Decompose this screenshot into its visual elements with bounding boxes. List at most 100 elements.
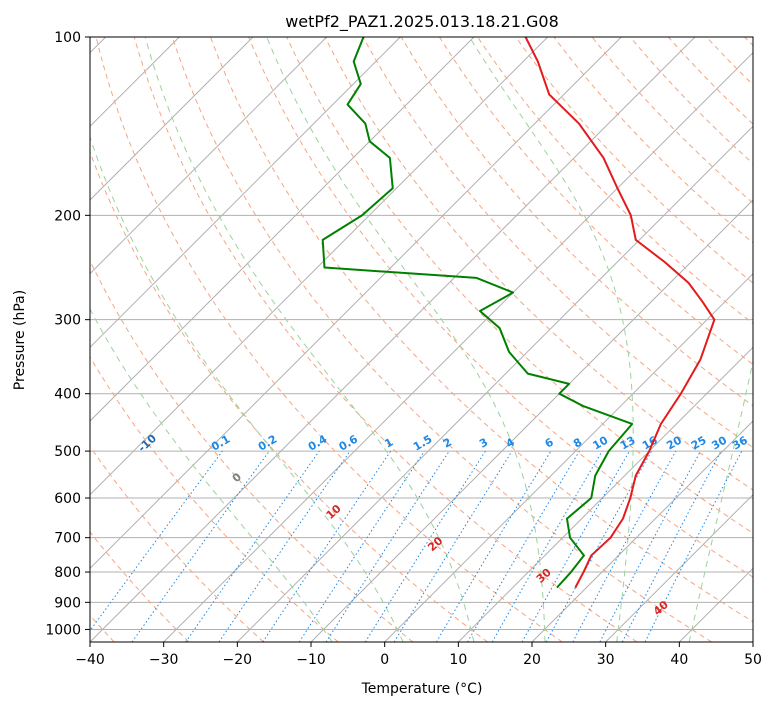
x-tick-label: 30 [597, 652, 615, 668]
mixing-ratio-line [572, 450, 677, 642]
dry-adiabat-line [210, 37, 753, 623]
isotherm-line [678, 567, 753, 642]
mixing-ratio-line [491, 450, 603, 642]
isotherm-line [90, 37, 622, 570]
moist-adiabat-line [266, 37, 546, 642]
plot-area: 0.10.20.40.611.52346810131620253036-100-… [45, 30, 775, 668]
mixing-ratio-line [364, 450, 486, 642]
isotherm-line [90, 37, 328, 275]
isotherm-line [531, 420, 753, 642]
mixing-ratio-line [545, 450, 653, 642]
dry-adiabat-line [133, 37, 638, 642]
isotherm-line [236, 125, 753, 642]
mixing-ratio-label: 30 [709, 433, 729, 452]
isotherm-line [90, 37, 696, 642]
x-tick-label: −10 [296, 652, 326, 668]
moist-adiabat-line [144, 37, 475, 642]
dry-adiabat-label: 30 [534, 566, 554, 586]
y-tick-label: 900 [54, 595, 81, 611]
mixing-ratio-label: 25 [689, 434, 709, 453]
moist-adiabat-line [762, 37, 775, 642]
dry-adiabat-line [668, 37, 753, 125]
mixing-ratio-label: 0.2 [256, 433, 279, 454]
mixing-ratio-label: 20 [664, 433, 684, 452]
isotherm-line [457, 346, 753, 642]
dry-adiabat-line [248, 37, 753, 578]
y-tick-label: 500 [54, 444, 81, 460]
x-tick-label: 40 [670, 652, 688, 668]
mixing-ratio-line [467, 450, 580, 642]
isotherm-line [163, 51, 753, 642]
moist-adiabat-line [90, 308, 333, 642]
mixing-ratio-line [393, 450, 513, 642]
dry-adiabat-line [90, 150, 488, 642]
moist-adiabat-line [469, 37, 634, 642]
dry-adiabat-line [324, 37, 753, 491]
dry-adiabat-line [95, 37, 563, 642]
dry-adiabat-line [362, 37, 753, 449]
x-tick-label: 20 [523, 652, 541, 668]
y-tick-label: 800 [54, 565, 81, 581]
mixing-ratio-line [218, 450, 351, 642]
mixing-ratio-label: 8 [571, 436, 584, 451]
dry-adiabat-line [477, 37, 753, 325]
x-tick-label: 0 [380, 652, 389, 668]
x-tick-label: 50 [744, 652, 762, 668]
y-axis-label: Pressure (hPa) [12, 290, 28, 390]
isotherm-line [384, 272, 753, 642]
dry-adiabat-line [90, 445, 264, 642]
isotherm-line [310, 199, 753, 642]
mixing-ratio-line [599, 450, 701, 642]
moist-adiabat-line [90, 135, 404, 642]
mixing-ratio-line [262, 450, 392, 642]
x-axis-label: Temperature (°C) [361, 681, 483, 697]
chart-title: wetPf2_PAZ1.2025.013.18.21.G08 [285, 12, 559, 32]
isotherm-line [605, 493, 753, 642]
isotherm-line [90, 37, 401, 349]
isotherm-line [90, 37, 475, 422]
mixing-ratio-label: 1.5 [411, 433, 434, 454]
y-tick-label: 600 [54, 491, 81, 507]
y-tick-label: 200 [54, 208, 81, 224]
temperature-profile-line [524, 37, 716, 589]
mixing-ratio-label: 3 [477, 436, 490, 451]
mixing-ratio-label: 0.6 [337, 432, 361, 453]
dry-adiabat-label: 40 [651, 598, 671, 618]
dry-adiabat-line [400, 37, 753, 407]
dry-adiabat-line [553, 37, 753, 244]
mixing-ratio-line [90, 450, 223, 632]
dry-adiabat-line [439, 37, 753, 366]
dry-adiabat-line [286, 37, 753, 534]
dry-adiabat-label: 20 [425, 534, 445, 554]
mixing-ratio-line [325, 450, 450, 642]
dry-adiabat-line [591, 37, 753, 204]
dry-adiabat-line [90, 531, 190, 642]
dry-adiabat-line [90, 259, 414, 642]
mixing-ratio-label: 0.4 [306, 432, 330, 453]
mixing-ratio-line [131, 450, 270, 642]
isotherm-line [90, 37, 254, 201]
y-tick-label: 100 [54, 30, 81, 46]
dry-adiabat-line [744, 37, 753, 47]
dry-adiabat-line [515, 37, 753, 284]
mixing-ratio-label: 36 [730, 433, 750, 452]
x-tick-label: −20 [223, 652, 253, 668]
dewpoint-profile-line [321, 37, 634, 589]
plot-frame [89, 36, 754, 643]
y-tick-label: 400 [54, 387, 81, 403]
y-tick-label: 700 [54, 531, 81, 547]
mixing-ratio-line [185, 450, 320, 642]
mixing-ratio-label: 0.1 [209, 433, 232, 454]
x-tick-label: −40 [75, 652, 105, 668]
x-tick-label: −30 [149, 652, 179, 668]
mixing-ratio-label: 10 [591, 433, 611, 452]
moist-adiabat-line [688, 358, 753, 642]
isotherm-line [752, 641, 753, 642]
x-tick-label: 10 [449, 652, 467, 668]
mixing-ratio-line [521, 450, 630, 642]
dry-adiabat-line [706, 37, 753, 86]
dry-adiabat-label: 0 [230, 470, 245, 485]
mixing-ratio-label: 6 [543, 435, 556, 450]
y-tick-label: 300 [54, 313, 81, 329]
